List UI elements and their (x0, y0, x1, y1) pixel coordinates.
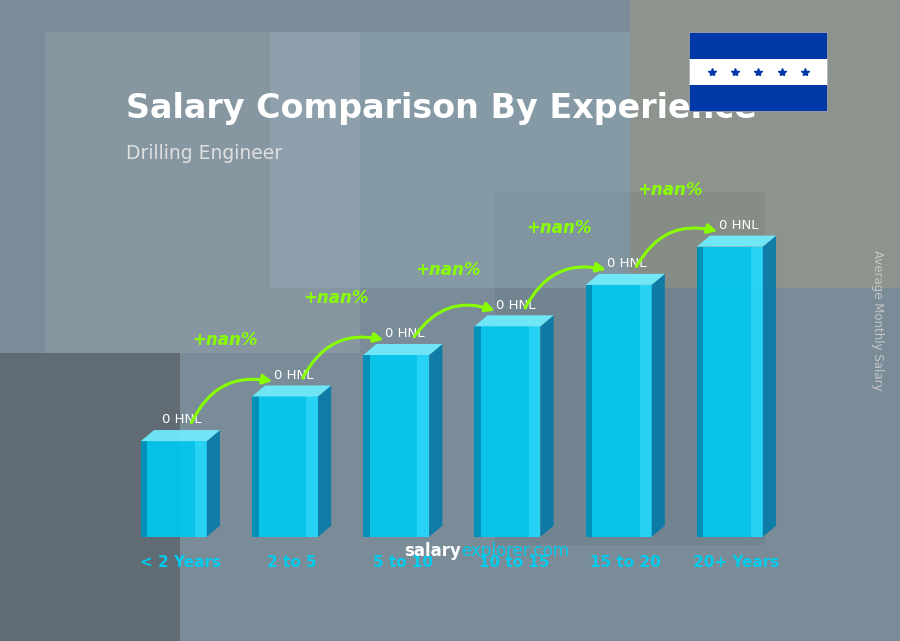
Text: 2 to 5: 2 to 5 (266, 555, 317, 570)
Bar (140, 441, 148, 537)
Bar (306, 397, 318, 537)
Text: +nan%: +nan% (415, 260, 481, 279)
Text: Salary Comparison By Experience: Salary Comparison By Experience (126, 92, 757, 125)
Polygon shape (586, 274, 665, 285)
Bar (252, 397, 318, 537)
Polygon shape (364, 344, 443, 355)
Text: 5 to 10: 5 to 10 (373, 555, 433, 570)
Polygon shape (697, 236, 776, 247)
Bar (140, 441, 207, 537)
Text: +nan%: +nan% (193, 331, 258, 349)
Polygon shape (763, 236, 776, 537)
Text: Drilling Engineer: Drilling Engineer (126, 144, 283, 163)
Text: +nan%: +nan% (637, 181, 703, 199)
Bar (688, 85, 828, 112)
Bar (586, 285, 592, 537)
Polygon shape (252, 385, 331, 397)
Polygon shape (318, 385, 331, 537)
Polygon shape (140, 430, 220, 441)
Text: 0 HNL: 0 HNL (718, 219, 758, 232)
Text: 0 HNL: 0 HNL (274, 369, 313, 382)
Text: 0 HNL: 0 HNL (608, 257, 647, 270)
Text: 0 HNL: 0 HNL (496, 299, 536, 312)
Polygon shape (540, 315, 554, 537)
Bar (195, 441, 207, 537)
Text: 20+ Years: 20+ Years (693, 555, 779, 570)
FancyArrowPatch shape (192, 376, 269, 422)
Bar (688, 32, 828, 59)
Text: explorer.com: explorer.com (461, 542, 569, 560)
Polygon shape (474, 315, 554, 326)
Polygon shape (652, 274, 665, 537)
FancyArrowPatch shape (414, 303, 491, 337)
Text: +nan%: +nan% (526, 219, 591, 237)
Text: 0 HNL: 0 HNL (385, 328, 425, 340)
Bar (252, 397, 258, 537)
Bar (474, 326, 540, 537)
Bar (586, 285, 652, 537)
Bar (640, 285, 652, 537)
FancyArrowPatch shape (636, 225, 714, 267)
FancyArrowPatch shape (526, 263, 603, 308)
Text: 0 HNL: 0 HNL (163, 413, 202, 426)
FancyArrowPatch shape (302, 333, 381, 378)
Bar (751, 247, 763, 537)
Text: 15 to 20: 15 to 20 (590, 555, 661, 570)
Polygon shape (429, 344, 443, 537)
Text: 10 to 15: 10 to 15 (479, 555, 549, 570)
Text: +nan%: +nan% (303, 289, 369, 307)
Bar (688, 59, 828, 85)
Bar (364, 355, 429, 537)
Bar (418, 355, 429, 537)
Bar (697, 247, 704, 537)
Polygon shape (207, 430, 220, 537)
Bar (364, 355, 370, 537)
Text: Average Monthly Salary: Average Monthly Salary (871, 250, 884, 391)
Text: salary: salary (404, 542, 461, 560)
Text: < 2 Years: < 2 Years (140, 555, 220, 570)
Bar (474, 326, 481, 537)
Bar (528, 326, 540, 537)
Bar (697, 247, 763, 537)
